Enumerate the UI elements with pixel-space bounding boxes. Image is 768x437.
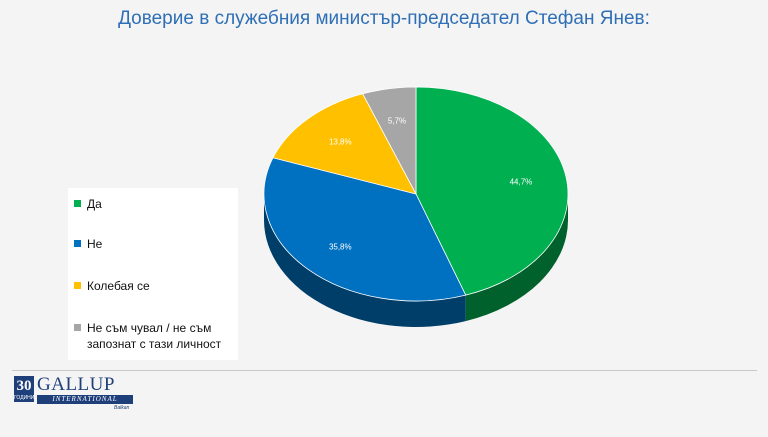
pie-side-0 xyxy=(465,194,568,322)
legend-label: Колебая се xyxy=(87,279,150,293)
gallup-logo: 30 ГОДИНИ GALLUP INTERNATIONAL Balkan xyxy=(14,374,142,414)
legend-item-ne-sam-chuval: Не съм чувал / не съм запознат с тази ли… xyxy=(74,320,236,352)
pie-slice-2 xyxy=(272,93,417,195)
chart-title: Доверие в служебния министър-председател… xyxy=(118,8,650,29)
logo-international: INTERNATIONAL xyxy=(37,395,133,404)
logo-region: Balkan xyxy=(114,405,130,411)
pie-data-label-3: 5,7% xyxy=(388,116,406,125)
legend-label: Не xyxy=(87,237,103,251)
footer-divider xyxy=(12,370,757,371)
legend-swatch-kolebaya xyxy=(74,282,81,289)
pie-data-label-0: 44,7% xyxy=(510,178,533,187)
pie-data-label-2: 13,8% xyxy=(329,137,352,146)
pie-slice-0 xyxy=(415,86,569,296)
logo-years-number: 30 xyxy=(14,376,34,402)
pie-slice-1 xyxy=(263,157,467,302)
pie-data-label-1: 35,8% xyxy=(329,243,352,252)
legend-label: Не съм чувал / не съм запознат с тази ли… xyxy=(87,321,222,351)
legend-item-kolebaya: Колебая се xyxy=(74,278,236,294)
pie-slice-3 xyxy=(362,86,417,195)
legend: Да Не Колебая се Не съм чувал / не съм з… xyxy=(68,188,238,360)
legend-label: Да xyxy=(87,197,102,211)
legend-swatch-ne xyxy=(74,240,81,247)
legend-swatch-da xyxy=(74,200,81,207)
legend-swatch-ne-sam-chuval xyxy=(74,324,81,331)
legend-item-da: Да xyxy=(74,196,236,212)
logo-brand: GALLUP xyxy=(37,374,115,395)
legend-item-ne: Не xyxy=(74,236,236,252)
logo-years-word: ГОДИНИ xyxy=(14,395,35,401)
pie-side-1 xyxy=(264,194,466,327)
